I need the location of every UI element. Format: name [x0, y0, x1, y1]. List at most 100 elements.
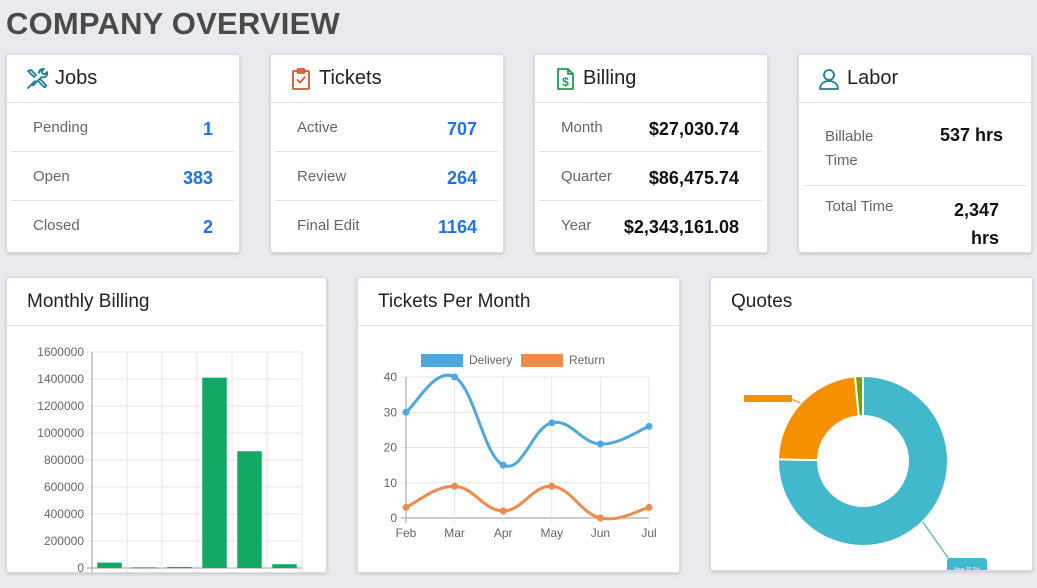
data-point — [499, 507, 507, 515]
row-label: Year — [561, 217, 592, 234]
legend-label: Return — [569, 353, 605, 367]
billing-card-header: $ Billing — [535, 55, 767, 103]
row-label: Billable Time — [825, 125, 873, 173]
billing-card: $ Billing Month $27,030.74 Quarter $86,4… — [534, 54, 768, 253]
bar — [202, 377, 227, 568]
tickets-row-final-edit[interactable]: Final Edit 1164 — [275, 201, 499, 250]
bar — [132, 567, 157, 569]
series-line-delivery — [404, 373, 650, 468]
monthly-billing-card: Monthly Billing 0 200000 400000 600000 80000… — [6, 277, 328, 588]
tickets-per-month-chart[interactable]: Delivery Return 0 10 20 30 40 Feb Mar Apr May Jun Ju… — [358, 326, 681, 572]
data-point — [451, 482, 459, 490]
data-point — [402, 503, 410, 511]
row-value: 264 — [446, 168, 477, 188]
y-tick-label: 20 — [384, 441, 398, 455]
row-value: 537 hrs — [939, 125, 1003, 145]
data-point — [499, 461, 507, 469]
dollar-file-icon: $ — [557, 67, 574, 90]
tools-icon — [27, 67, 49, 89]
user-icon — [819, 68, 839, 90]
jobs-row-pending[interactable]: Pending 1 — [11, 103, 235, 152]
row-value: 2,347 hrs — [954, 196, 999, 252]
legend-swatch — [421, 354, 463, 367]
clipboard-check-icon — [292, 67, 310, 90]
tooltip-leader — [922, 521, 952, 563]
x-tick-label: Jul — [641, 526, 656, 540]
quotes-title: Quotes — [711, 278, 1032, 326]
labor-row-billable-time[interactable]: Billable Time 537 hrs — [803, 103, 1027, 186]
x-tick-label: Feb — [396, 526, 417, 540]
y-tick-label: 1600000 — [37, 345, 84, 359]
callout-leader — [790, 398, 801, 404]
row-value: 383 — [182, 168, 213, 188]
data-point — [596, 440, 604, 448]
row-label-line: Billable — [825, 128, 874, 145]
row-label: Quarter — [561, 168, 612, 185]
row-label: Active — [297, 119, 338, 136]
jobs-row-open[interactable]: Open 383 — [11, 152, 235, 201]
data-point — [402, 408, 410, 416]
quotes-chart[interactable]: New 75.3%NewRevisedPending — [711, 326, 1034, 586]
labor-card-header: Labor — [799, 55, 1031, 103]
row-label: Open — [33, 168, 70, 185]
row-value: 2 — [202, 217, 213, 237]
tickets-row-active[interactable]: Active 707 — [275, 103, 499, 152]
y-tick-label: 1200000 — [37, 399, 84, 413]
pie-slice-pending — [853, 374, 864, 418]
monthly-billing-title: Monthly Billing — [7, 278, 326, 326]
data-point — [645, 422, 653, 430]
billing-row-month[interactable]: Month $27,030.74 — [539, 103, 763, 152]
legend-swatch — [521, 354, 563, 367]
y-tick-label: 10 — [384, 476, 398, 490]
row-label: Final Edit — [297, 217, 360, 234]
data-point — [596, 514, 604, 522]
row-value-line: hrs — [970, 228, 999, 248]
pie-slice-new — [777, 374, 949, 547]
billing-title: Billing — [583, 67, 637, 89]
y-tick-label: 0 — [77, 561, 84, 572]
labor-card: Labor Billable Time 537 hrs Total Time 2… — [798, 54, 1032, 253]
data-point — [645, 503, 653, 511]
tickets-per-month-card: Tickets Per Month Delivery Return 0 10 20 30 4… — [357, 277, 680, 573]
bar — [272, 564, 297, 568]
x-tick-label: Apr — [494, 526, 513, 540]
y-tick-label: 600000 — [44, 480, 84, 494]
bar — [167, 566, 192, 568]
legend-label: Delivery — [469, 353, 512, 367]
y-tick-label: 40 — [384, 370, 398, 384]
x-tick-label: May — [540, 526, 563, 540]
row-label: Month — [561, 119, 603, 136]
row-value: $86,475.74 — [648, 168, 739, 188]
callout-box — [744, 395, 792, 402]
jobs-row-closed[interactable]: Closed 2 — [11, 201, 235, 250]
monthly-billing-chart[interactable]: 0 200000 400000 600000 800000 1000000 1200000 1… — [7, 326, 328, 588]
jobs-title: Jobs — [55, 67, 98, 89]
row-value: 707 — [446, 119, 477, 139]
data-point — [548, 482, 556, 490]
billing-row-year[interactable]: Year $2,343,161.08 — [539, 201, 763, 250]
bar — [97, 562, 122, 568]
jobs-card: Jobs Pending 1 Open 383 Closed 2 — [6, 54, 240, 253]
tickets-per-month-title: Tickets Per Month — [358, 278, 679, 326]
tickets-card-header: Tickets — [271, 55, 503, 103]
x-tick-label: Mar — [444, 526, 465, 540]
page-title: COMPANY OVERVIEW — [6, 6, 340, 41]
row-value: 1 — [202, 119, 213, 139]
row-label: Review — [297, 168, 347, 185]
jobs-card-header: Jobs — [7, 55, 239, 103]
y-tick-label: 0 — [390, 511, 397, 525]
labor-title: Labor — [847, 67, 899, 89]
tickets-card: Tickets Active 707 Review 264 Final Edit… — [270, 54, 504, 253]
y-tick-label: 30 — [384, 405, 398, 419]
y-tick-label: 1000000 — [37, 426, 84, 440]
tooltip-text: New 75.3% — [954, 567, 980, 570]
data-point — [451, 373, 459, 381]
bar — [237, 451, 262, 568]
svg-text:$: $ — [562, 75, 569, 89]
billing-row-quarter[interactable]: Quarter $86,475.74 — [539, 152, 763, 201]
labor-row-total-time[interactable]: Total Time 2,347 hrs — [803, 186, 1027, 250]
row-label: Total Time — [825, 198, 894, 215]
x-tick-label: Jun — [591, 526, 610, 540]
y-tick-label: 400000 — [44, 507, 84, 521]
tickets-row-review[interactable]: Review 264 — [275, 152, 499, 201]
